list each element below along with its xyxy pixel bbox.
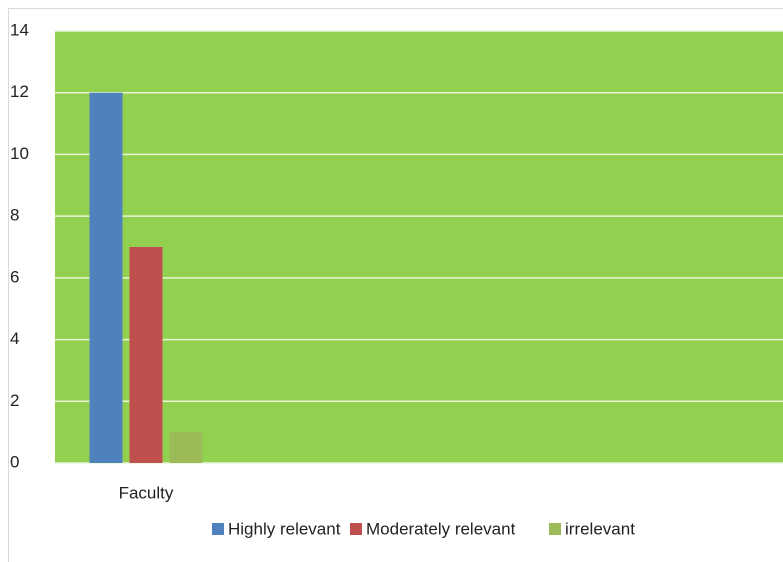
legend-swatch <box>350 523 362 535</box>
y-tick-label: 0 <box>10 452 19 471</box>
plot-area <box>55 31 783 463</box>
y-tick-label: 8 <box>10 206 19 225</box>
x-tick-label: Faculty <box>119 483 174 502</box>
y-tick-label: 6 <box>10 267 19 286</box>
bar <box>169 432 203 463</box>
y-tick-label: 10 <box>10 144 29 163</box>
y-tick-label: 4 <box>10 329 19 348</box>
y-tick-label: 2 <box>10 391 19 410</box>
legend-swatch <box>549 523 561 535</box>
y-tick-label: 14 <box>10 20 29 39</box>
bar <box>129 247 163 463</box>
legend-swatch <box>212 523 224 535</box>
bar <box>89 92 123 463</box>
legend-label: Highly relevant <box>228 519 341 538</box>
legend-label: irrelevant <box>565 519 635 538</box>
y-tick-label: 12 <box>10 82 29 101</box>
chart-border <box>8 8 783 562</box>
legend-label: Moderately relevant <box>366 519 516 538</box>
